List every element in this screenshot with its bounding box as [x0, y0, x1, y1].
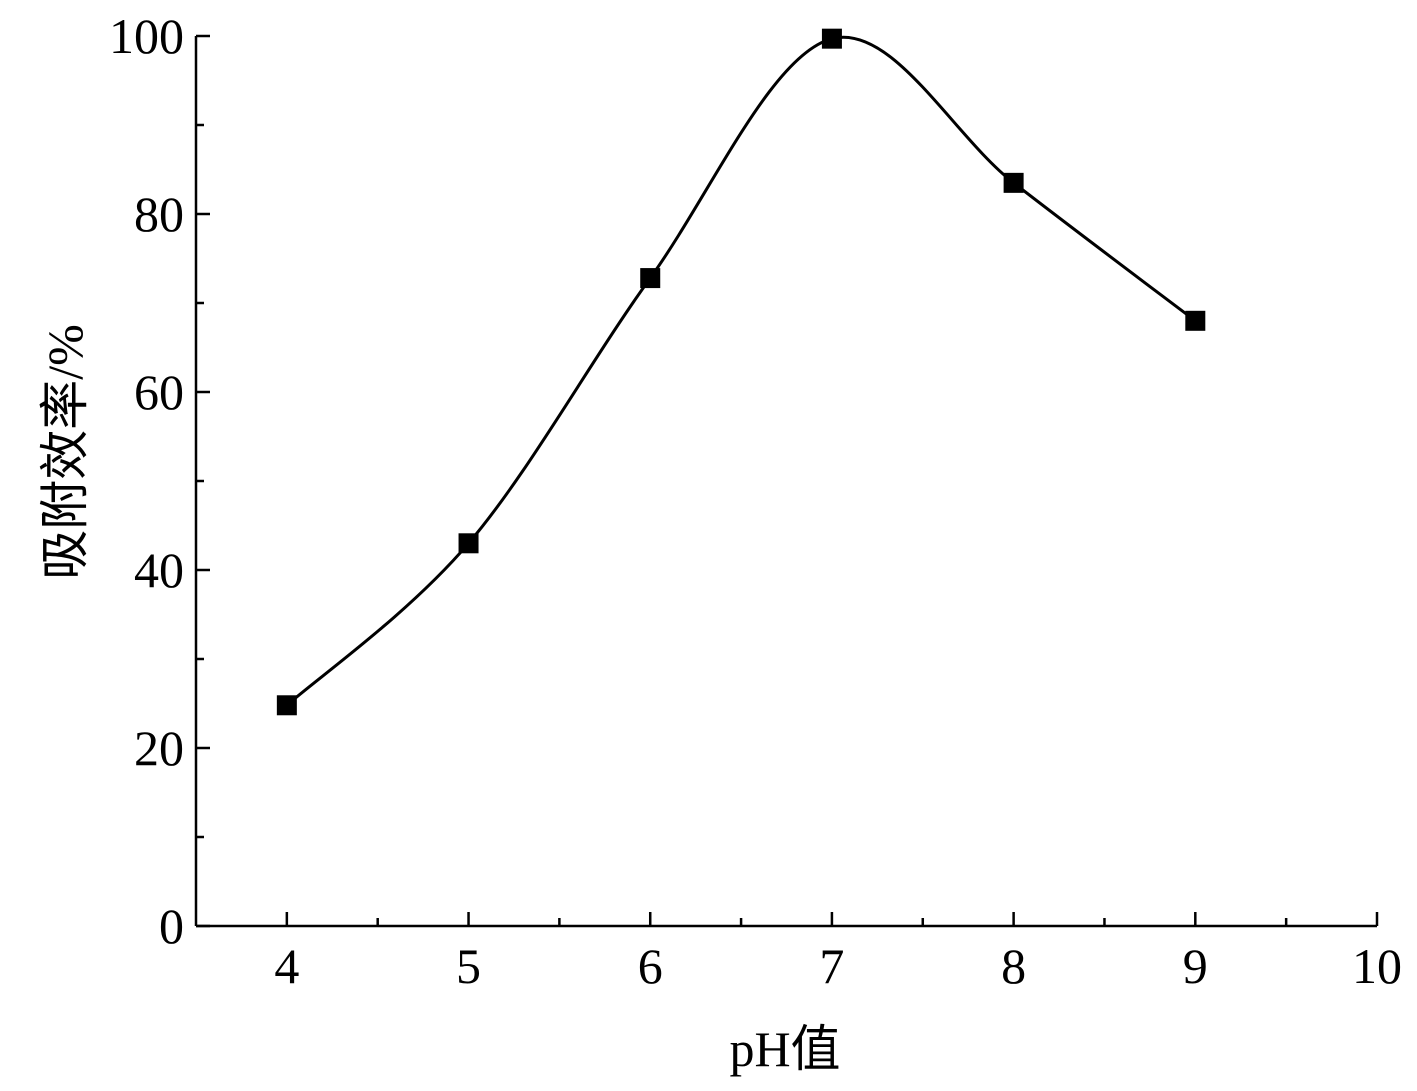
x-tick-label: 6	[638, 938, 663, 994]
x-tick-label: 7	[819, 938, 844, 994]
x-axis-title: pH值	[729, 1021, 840, 1077]
data-point-marker	[640, 268, 661, 289]
data-point-marker	[1185, 310, 1206, 331]
data-point-marker	[458, 533, 479, 554]
y-tick-label: 20	[134, 720, 184, 776]
x-tick-label: 5	[456, 938, 481, 994]
x-tick-label: 9	[1183, 938, 1208, 994]
data-point-marker	[1003, 172, 1024, 193]
x-tick-label: 4	[274, 938, 299, 994]
y-tick-label: 100	[109, 8, 184, 64]
y-tick-label: 60	[134, 364, 184, 420]
x-tick-label: 8	[1001, 938, 1026, 994]
x-tick-label: 10	[1352, 938, 1402, 994]
data-point-marker	[821, 28, 842, 49]
y-tick-label: 80	[134, 186, 184, 242]
series-layer	[276, 28, 1206, 716]
y-axis-title: 吸附效率/%	[37, 324, 93, 580]
data-point-marker	[276, 695, 297, 716]
x-axis-ticks: 4 5 6 7 8 9 10	[274, 912, 1402, 994]
y-tick-label: 40	[134, 542, 184, 598]
y-axis-ticks: 0 20 40 60 80 100	[109, 8, 210, 954]
axes	[194, 36, 1377, 928]
series-line	[285, 35, 1197, 707]
y-tick-label: 0	[159, 898, 184, 954]
